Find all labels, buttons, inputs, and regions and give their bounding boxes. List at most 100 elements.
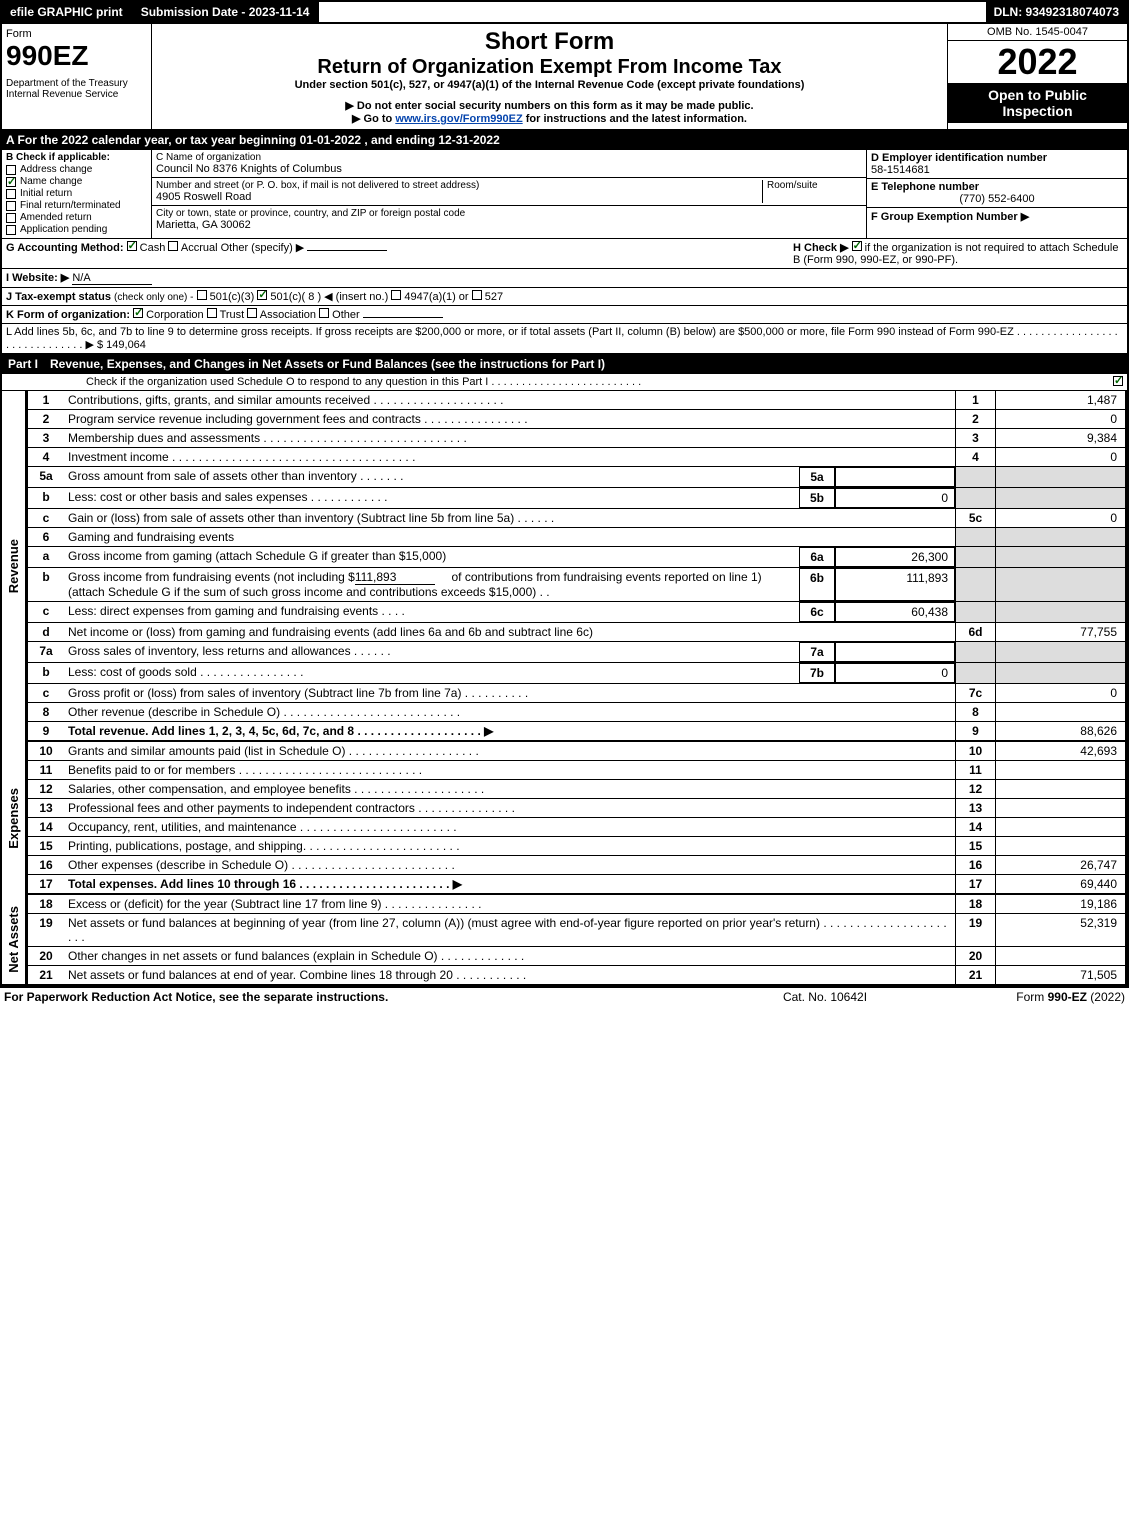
line-6c-val: 60,438	[835, 602, 955, 622]
cb-app-pending[interactable]: Application pending	[6, 224, 147, 235]
line-5a-desc: Gross amount from sale of assets other t…	[64, 467, 799, 487]
addr-row: Number and street (or P. O. box, if mail…	[152, 178, 866, 206]
city-label: City or town, state or province, country…	[156, 208, 862, 219]
line-10-val: 42,693	[995, 742, 1125, 760]
row-g: G Accounting Method: Cash Accrual Other …	[6, 241, 793, 266]
line-7a-val	[835, 642, 955, 662]
line-18-val: 19,186	[995, 895, 1125, 913]
cb-501c3[interactable]	[197, 290, 207, 300]
cb-cash[interactable]	[127, 241, 137, 251]
cb-schedule-o[interactable]	[1113, 376, 1123, 386]
return-title: Return of Organization Exempt From Incom…	[156, 56, 943, 79]
ein-value: 58-1514681	[871, 164, 1123, 176]
line-6a-desc: Gross income from gaming (attach Schedul…	[64, 547, 799, 567]
cb-4947[interactable]	[391, 290, 401, 300]
cb-other-org[interactable]	[319, 308, 329, 318]
line-5c-val: 0	[995, 509, 1125, 527]
line-6c-desc: Less: direct expenses from gaming and fu…	[64, 602, 799, 622]
line-7b-desc: Less: cost of goods sold . . . . . . . .…	[64, 663, 799, 683]
cb-final-return[interactable]: Final return/terminated	[6, 200, 147, 211]
omb-number: OMB No. 1545-0047	[948, 24, 1127, 41]
cb-schedule-b[interactable]	[852, 241, 862, 251]
revenue-vlabel: Revenue	[2, 391, 26, 742]
k-label: K Form of organization:	[6, 309, 130, 321]
revenue-block: Revenue 1Contributions, gifts, grants, a…	[0, 391, 1129, 742]
cb-assoc[interactable]	[247, 308, 257, 318]
header-left: Form 990EZ Department of the Treasury In…	[2, 24, 152, 129]
netassets-vlabel: Net Assets	[2, 895, 26, 984]
line-12-desc: Salaries, other compensation, and employ…	[64, 780, 955, 798]
part-1-label: Part I	[8, 357, 50, 371]
row-g-h: G Accounting Method: Cash Accrual Other …	[0, 239, 1129, 269]
col-d-info: D Employer identification number 58-1514…	[867, 150, 1127, 238]
tel-label: E Telephone number	[871, 181, 1123, 193]
line-15-val	[995, 837, 1125, 855]
cb-trust[interactable]	[207, 308, 217, 318]
line-21-val: 71,505	[995, 966, 1125, 984]
cb-initial-return[interactable]: Initial return	[6, 188, 147, 199]
irs-label: Internal Revenue Service	[6, 89, 147, 100]
submission-date: Submission Date - 2023-11-14	[133, 2, 320, 22]
line-5a-val	[835, 467, 955, 487]
org-name-label: C Name of organization	[156, 152, 862, 163]
form-word: Form	[6, 28, 147, 40]
cb-amended[interactable]: Amended return	[6, 212, 147, 223]
goto-line: ▶ Go to www.irs.gov/Form990EZ for instru…	[156, 112, 943, 125]
other-org-input[interactable]	[363, 317, 443, 318]
expenses-vlabel: Expenses	[2, 742, 26, 895]
line-3-val: 9,384	[995, 429, 1125, 447]
line-16-val: 26,747	[995, 856, 1125, 874]
ein-row: D Employer identification number 58-1514…	[867, 150, 1127, 179]
j-small: (check only one) -	[114, 292, 193, 303]
line-9-desc: Total revenue. Add lines 1, 2, 3, 4, 5c,…	[64, 722, 955, 740]
line-7c-desc: Gross profit or (loss) from sales of inv…	[64, 684, 955, 702]
h-label: H Check ▶	[793, 242, 849, 254]
city-row: City or town, state or province, country…	[152, 206, 866, 233]
org-name-row: C Name of organization Council No 8376 K…	[152, 150, 866, 178]
cb-527[interactable]	[472, 290, 482, 300]
line-11-val	[995, 761, 1125, 779]
goto-link[interactable]: www.irs.gov/Form990EZ	[395, 113, 522, 125]
expenses-block: Expenses 10Grants and similar amounts pa…	[0, 742, 1129, 895]
other-specify-input[interactable]	[307, 250, 387, 251]
line-8-desc: Other revenue (describe in Schedule O) .…	[64, 703, 955, 721]
line-7a-desc: Gross sales of inventory, less returns a…	[64, 642, 799, 662]
group-label: F Group Exemption Number ▶	[871, 210, 1123, 223]
line-13-desc: Professional fees and other payments to …	[64, 799, 955, 817]
line-20-desc: Other changes in net assets or fund bala…	[64, 947, 955, 965]
line-5b-desc: Less: cost or other basis and sales expe…	[64, 488, 799, 508]
line-6a-val: 26,300	[835, 547, 955, 567]
row-k: K Form of organization: Corporation Trus…	[0, 306, 1129, 324]
line-3-desc: Membership dues and assessments . . . . …	[64, 429, 955, 447]
row-l: L Add lines 5b, 6c, and 7b to line 9 to …	[0, 324, 1129, 354]
sched-o-check-text: Check if the organization used Schedule …	[6, 376, 1113, 388]
form-rev: Form 990-EZ (2022)	[925, 990, 1125, 1004]
col-c-org: C Name of organization Council No 8376 K…	[152, 150, 867, 238]
line-19-val: 52,319	[995, 914, 1125, 946]
addr-label: Number and street (or P. O. box, if mail…	[156, 180, 762, 191]
section-bcd: B Check if applicable: Address change Na…	[0, 150, 1129, 239]
row-i: I Website: ▶ N/A	[0, 269, 1129, 288]
l-amount: $ 149,064	[97, 339, 146, 351]
row-j: J Tax-exempt status (check only one) - 5…	[0, 288, 1129, 306]
cb-501c[interactable]	[257, 290, 267, 300]
line-20-val	[995, 947, 1125, 965]
line-9-val: 88,626	[995, 722, 1125, 740]
cb-name-change[interactable]: Name change	[6, 176, 147, 187]
line-6b-val: 111,893	[835, 568, 955, 601]
dln-label: DLN: 93492318074073	[986, 2, 1127, 22]
short-form-title: Short Form	[156, 28, 943, 56]
line-14-desc: Occupancy, rent, utilities, and maintena…	[64, 818, 955, 836]
line-2-desc: Program service revenue including govern…	[64, 410, 955, 428]
website-value: N/A	[72, 272, 152, 285]
efile-print-label[interactable]: efile GRAPHIC print	[2, 2, 133, 22]
line-6d-desc: Net income or (loss) from gaming and fun…	[64, 623, 955, 641]
cb-accrual[interactable]	[168, 241, 178, 251]
header-right: OMB No. 1545-0047 2022 Open to Public In…	[947, 24, 1127, 129]
line-4-desc: Investment income . . . . . . . . . . . …	[64, 448, 955, 466]
line-5b-val: 0	[835, 488, 955, 508]
part-1-header: Part I Revenue, Expenses, and Changes in…	[0, 354, 1129, 374]
cb-address-change[interactable]: Address change	[6, 164, 147, 175]
cb-corp[interactable]	[133, 308, 143, 318]
line-13-val	[995, 799, 1125, 817]
